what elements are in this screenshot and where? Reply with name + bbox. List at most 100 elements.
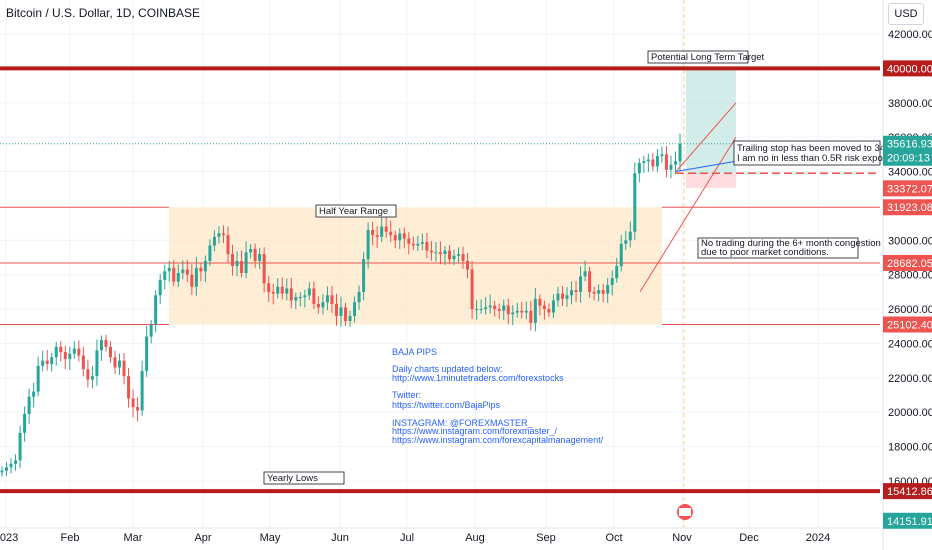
candle-body: [262, 254, 266, 284]
range-label-box: [315, 204, 397, 218]
candle-body: [118, 360, 122, 368]
chart-title: Bitcoin / U.S. Dollar, 1D, COINBASE: [6, 6, 201, 20]
price-label: 15412.86: [887, 486, 932, 498]
price-tick: 24000.00: [888, 338, 932, 350]
candle-body: [140, 370, 144, 411]
annotations: Potential Long Term Target Half Year Rang…: [263, 50, 904, 485]
candle-body: [72, 348, 76, 354]
candle-body: [303, 295, 307, 298]
price-tick: 28000.00: [888, 270, 932, 282]
candle-body: [411, 243, 415, 246]
candle-body: [353, 302, 357, 316]
candle-body: [108, 346, 112, 358]
candle-body: [366, 229, 370, 260]
time-tick: Jul: [400, 532, 414, 544]
candle-body: [190, 274, 194, 287]
candle-body: [271, 291, 275, 294]
currency-button[interactable]: USD: [888, 3, 924, 25]
time-tick: Jun: [331, 532, 349, 544]
candle-body: [646, 159, 650, 162]
candle-body: [642, 161, 646, 163]
candle-body: [384, 226, 388, 232]
candle-body: [570, 290, 574, 296]
trend-ray-high: [675, 102, 737, 172]
time-tick: Sep: [536, 532, 556, 544]
candle-body: [99, 340, 103, 351]
time-tick: Oct: [605, 532, 622, 544]
price-tick: 20000.00: [888, 407, 932, 419]
candle-body: [533, 298, 537, 323]
footer-text-line: INSTAGRAM: @FOREXMASTER_: [392, 418, 533, 428]
candle-body: [199, 267, 203, 272]
price-label-bg: [883, 60, 932, 77]
price-label: 31923.08: [887, 202, 932, 214]
candle-body: [651, 159, 655, 167]
candle-body: [425, 242, 429, 251]
candle-body: [325, 295, 329, 303]
time-tick: Aug: [465, 532, 485, 544]
candle-body: [592, 291, 596, 294]
candle-body: [551, 300, 555, 313]
price-label-bg: [883, 149, 932, 166]
price-label-bg: [883, 512, 932, 529]
candle-body: [249, 248, 253, 253]
candle-body: [185, 269, 189, 275]
footer-text-line: Twitter:: [392, 390, 421, 400]
candle-body: [203, 260, 207, 272]
candle-body: [475, 309, 479, 311]
range-label: Half Year Range: [319, 206, 388, 217]
candle-body: [393, 235, 397, 241]
candle-body: [529, 310, 533, 323]
candle-body: [54, 346, 58, 358]
price-label-bg: [883, 180, 932, 197]
candle-body: [312, 288, 316, 304]
candle-body: [606, 285, 610, 294]
candle-body: [5, 467, 9, 471]
candle-body: [45, 360, 49, 365]
time-tick: 2023: [0, 532, 18, 544]
candle-body: [172, 267, 176, 282]
candle-body: [664, 154, 668, 170]
candle-body: [560, 293, 564, 299]
candle-body: [461, 254, 465, 261]
candle-body: [23, 413, 27, 433]
candle-body: [660, 154, 664, 157]
candle-body: [628, 231, 632, 241]
candle-body: [601, 290, 605, 294]
footer-text-line: https://twitter.com/BajaPips: [392, 400, 501, 410]
time-tick: Apr: [194, 532, 211, 544]
candle-body: [95, 350, 99, 377]
chart-zones: [169, 0, 736, 528]
candle-body: [176, 272, 180, 282]
candle-body: [63, 352, 67, 359]
target-zone: [686, 68, 736, 174]
us-flag-icon-stripes: [679, 508, 691, 516]
candle-body: [231, 254, 235, 267]
no-trading-box: [697, 237, 859, 259]
candlestick-series: [0, 133, 682, 477]
price-label-bg: [883, 483, 932, 500]
candle-body: [515, 310, 519, 313]
price-tick: 38000.00: [888, 98, 932, 110]
price-axis[interactable]: 42000.0038000.0036000.0034000.0030000.00…: [882, 0, 932, 550]
candle-body: [127, 376, 131, 399]
candle-body: [597, 290, 601, 294]
candle-body: [208, 245, 212, 261]
candle-body: [194, 267, 198, 287]
candle-body: [339, 307, 343, 316]
candle-body: [18, 432, 22, 461]
candle-body: [244, 252, 248, 273]
candle-body: [240, 260, 244, 273]
candle-body: [9, 463, 13, 468]
candle-body: [276, 286, 280, 294]
candle-body: [380, 226, 384, 237]
price-label-bg: [883, 254, 932, 271]
trailing-stop-box: [733, 140, 881, 166]
time-tick: May: [260, 532, 281, 544]
candle-body: [258, 254, 262, 261]
candle-body: [316, 303, 320, 308]
candle-body: [524, 310, 528, 313]
time-axis[interactable]: 2023 Feb Mar Apr May Jun Jul Aug Sep Oct Nov Dec 202…: [0, 504, 880, 544]
footer-text-line: Daily charts updated below:: [392, 364, 503, 374]
